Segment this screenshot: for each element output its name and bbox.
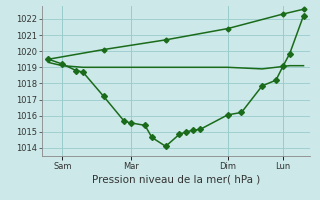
X-axis label: Pression niveau de la mer( hPa ): Pression niveau de la mer( hPa ) xyxy=(92,175,260,185)
